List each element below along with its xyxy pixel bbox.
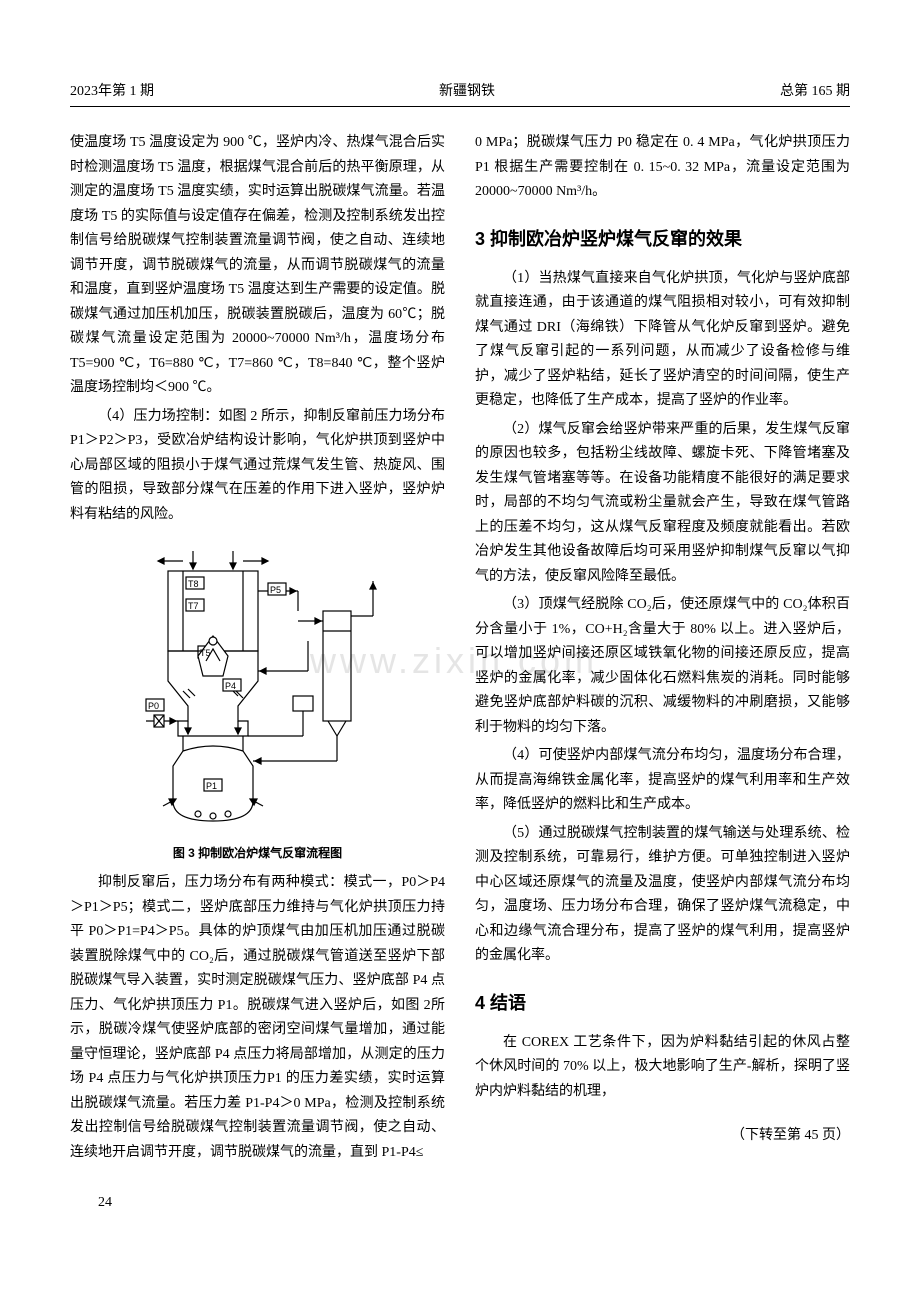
right-item2: （2）煤气反窜会给竖炉带来严重的后果，发生煤气反窜的原因也较多，包括粉尘线故障、… [475, 418, 850, 590]
header-right: 总第 165 期 [780, 80, 850, 100]
right-column: 0 MPa；脱碳煤气压力 P0 稳定在 0. 4 MPa，气化炉拱顶压力 P1 … [475, 131, 850, 1211]
left-para3: 抑制反窜后，压力场分布有两种模式：模式一，P0＞P4＞P1＞P5；模式二，竖炉底… [70, 871, 445, 1165]
header-left: 2023年第 1 期 [70, 80, 154, 100]
page-container: www.zixin.com 2023年第 1 期 新疆钢铁 总第 165 期 使… [70, 80, 850, 1211]
left-column: 使温度场 T5 温度设定为 900 ℃，竖炉内冷、热煤气混合后实时检测温度场 T… [70, 131, 445, 1211]
right-para-end: 在 COREX 工艺条件下，因为炉料黏结引起的休风占整个休风时间的 70% 以上… [475, 1031, 850, 1105]
right-item4: （4）可使竖炉内部煤气流分布均匀，温度场分布合理，从而提高海绵铁金属化率，提高竖… [475, 744, 850, 818]
header-center: 新疆钢铁 [439, 80, 495, 100]
figure3: T8 T7 T5 P4 P0 P5 P1 图 3 抑制欧冶炉煤气反窜流程图 [70, 541, 445, 861]
right-item1: （1）当热煤气直接来自气化炉拱顶，气化炉与竖炉底部就直接连通，由于该通道的煤气阻… [475, 267, 850, 414]
label-p0: P0 [148, 701, 159, 711]
page-header: 2023年第 1 期 新疆钢铁 总第 165 期 [70, 80, 850, 107]
text-columns: 使温度场 T5 温度设定为 900 ℃，竖炉内冷、热煤气混合后实时检测温度场 T… [70, 131, 850, 1211]
left-para2: （4）压力场控制：如图 2 所示，抑制反窜前压力场分布 P1＞P2＞P3，受欧冶… [70, 405, 445, 528]
section3-title: 3 抑制欧冶炉竖炉煤气反窜的效果 [475, 225, 850, 251]
label-p5: P5 [270, 585, 281, 595]
section4-title: 4 结语 [475, 989, 850, 1015]
diagram-svg: T8 T7 T5 P4 P0 P5 P1 [128, 541, 388, 831]
page-number: 24 [70, 1195, 445, 1211]
label-p4: P4 [225, 681, 236, 691]
label-t5: T5 [200, 648, 211, 658]
right-item3: （3）顶煤气经脱除 CO₂后，使还原煤气中的 CO₂体积百分含量小于 1%，CO… [475, 593, 850, 740]
right-para1: 0 MPa；脱碳煤气压力 P0 稳定在 0. 4 MPa，气化炉拱顶压力 P1 … [475, 131, 850, 205]
label-p1: P1 [206, 781, 217, 791]
figure3-caption: 图 3 抑制欧冶炉煤气反窜流程图 [70, 844, 445, 861]
label-t8: T8 [188, 579, 199, 589]
continued-note: （下转至第 45 页） [475, 1124, 850, 1144]
label-t7: T7 [188, 601, 199, 611]
left-para1: 使温度场 T5 温度设定为 900 ℃，竖炉内冷、热煤气混合后实时检测温度场 T… [70, 131, 445, 401]
right-item5: （5）通过脱碳煤气控制装置的煤气输送与处理系统、检测及控制系统，可靠易行，维护方… [475, 822, 850, 969]
